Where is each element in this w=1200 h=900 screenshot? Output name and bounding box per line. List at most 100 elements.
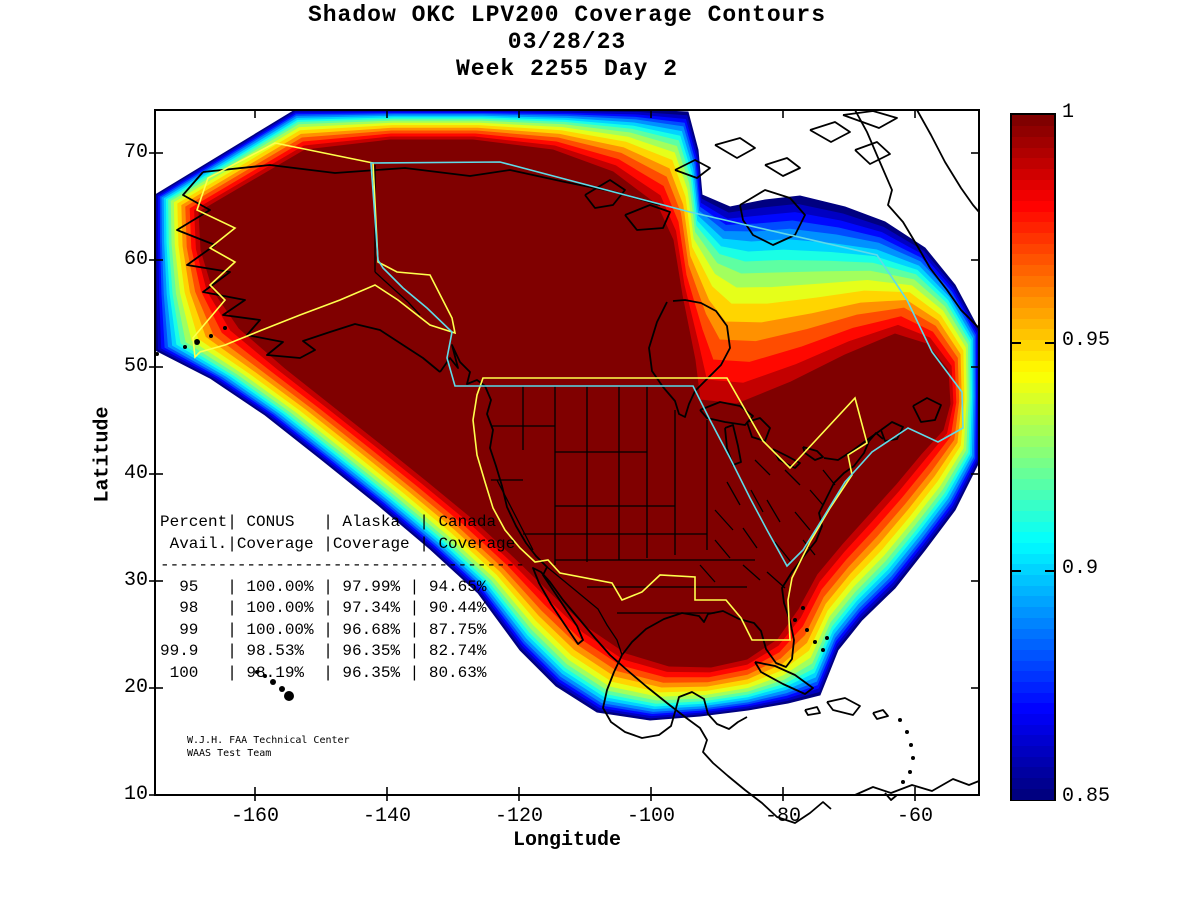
colorbar-segment	[1012, 649, 1054, 661]
colorbar-segment	[1012, 136, 1054, 148]
colorbar-segment	[1012, 371, 1054, 383]
x-tick-label: -140	[362, 805, 411, 828]
colorbar-segment	[1012, 446, 1054, 458]
colorbar-segment	[1012, 328, 1054, 340]
credit-line-1: W.J.H. FAA Technical Center	[187, 735, 350, 746]
x-tick-label: -120	[494, 805, 543, 828]
colorbar-segment	[1012, 745, 1054, 757]
colorbar-segment	[1012, 350, 1054, 362]
table-line: 99.9 | 98.53% | 96.35% | 82.74%	[160, 642, 487, 660]
y-axis-label: Latitude	[91, 406, 115, 503]
colorbar-segment	[1012, 457, 1054, 469]
colorbar-segment	[1012, 734, 1054, 747]
colorbar-segment	[1012, 424, 1054, 437]
colorbar-segment	[1012, 574, 1054, 586]
colorbar-segment	[1012, 606, 1054, 618]
colorbar-segment	[1012, 125, 1054, 137]
colorbar-tick-label: 1	[1062, 101, 1075, 124]
table-line: 99 | 100.00% | 96.68% | 87.75%	[160, 620, 487, 639]
conus-alaska-outline	[192, 142, 868, 641]
table-line: 100 | 98.19% | 96.35% | 80.63%	[160, 663, 487, 682]
colorbar-segment	[1012, 211, 1054, 223]
island-dots	[155, 326, 915, 784]
colorbar-segment	[1012, 147, 1054, 159]
y-tick-label: 30	[123, 569, 148, 592]
colorbar-segment	[1012, 179, 1054, 191]
colorbar-segment	[1012, 253, 1054, 266]
colorbar-segment	[1012, 403, 1054, 415]
colorbar-segment	[1012, 724, 1054, 736]
y-tick-label: 40	[123, 462, 148, 485]
canada-outline	[370, 161, 964, 568]
y-tick-label: 10	[123, 783, 148, 806]
colorbar-segment	[1012, 200, 1054, 212]
colorbar-segment	[1012, 638, 1054, 650]
colorbar-segment	[1012, 275, 1054, 287]
colorbar-segment	[1012, 510, 1054, 522]
table-line: 95 | 100.00% | 97.99% | 94.65%	[160, 577, 487, 596]
colorbar-segment	[1012, 670, 1054, 682]
colorbar-tick	[1045, 342, 1054, 344]
colorbar-segment	[1012, 189, 1054, 201]
colorbar-tick	[1045, 570, 1054, 572]
colorbar-segment	[1012, 766, 1054, 779]
x-tick-label: -100	[626, 805, 675, 828]
table-line: Percent| CONUS | Alaska | Canada	[160, 513, 497, 531]
colorbar-segment	[1012, 521, 1054, 533]
table-separator: --------------------------------------	[160, 556, 525, 574]
colorbar-segment	[1012, 713, 1054, 725]
colorbar-segment	[1012, 777, 1054, 789]
figure-title: Shadow OKC LPV200 Coverage Contours	[307, 2, 827, 28]
credit-line-2: WAAS Test Team	[187, 748, 272, 759]
colorbar-segment	[1012, 563, 1054, 576]
figure-date: 03/28/23	[507, 29, 627, 55]
colorbar-segment	[1012, 232, 1054, 244]
colorbar-segment	[1012, 318, 1054, 330]
colorbar-segment	[1012, 478, 1054, 490]
colorbar	[1010, 113, 1056, 801]
colorbar-segment	[1012, 264, 1054, 276]
table-line: 98 | 100.00% | 97.34% | 90.44%	[160, 599, 487, 617]
colorbar-tick	[1012, 342, 1021, 344]
colorbar-tick-label: 0.95	[1062, 329, 1111, 352]
colorbar-segment	[1012, 788, 1054, 800]
colorbar-segment	[1012, 585, 1054, 597]
colorbar-segment	[1012, 382, 1054, 394]
colorbar-segment	[1012, 296, 1054, 308]
colorbar-segment	[1012, 660, 1054, 672]
figure-title-block: Shadow OKC LPV200 Coverage Contours 03/2…	[0, 2, 1134, 83]
colorbar-segment	[1012, 414, 1054, 426]
x-tick-label: -60	[896, 805, 933, 828]
colorbar-segment	[1012, 702, 1054, 714]
plot-area	[149, 109, 980, 824]
colorbar-segment	[1012, 243, 1054, 255]
colorbar-tick-label: 0.9	[1062, 557, 1099, 580]
colorbar-tick-label: 0.85	[1062, 785, 1111, 808]
coverage-table: Percent| CONUS | Alaska | Canada Avail.|…	[160, 512, 525, 684]
colorbar-segment	[1012, 489, 1054, 501]
y-tick-label: 70	[123, 141, 148, 164]
figure-week-day: Week 2255 Day 2	[455, 56, 679, 82]
colorbar-segment	[1012, 628, 1054, 640]
table-line: Avail.|Coverage |Coverage | Coverage	[160, 534, 516, 553]
colorbar-segment	[1012, 499, 1054, 511]
y-tick-label: 60	[123, 248, 148, 271]
colorbar-segment	[1012, 307, 1054, 319]
x-axis-label: Longitude	[512, 829, 622, 852]
colorbar-segment	[1012, 115, 1054, 127]
contour-bands	[154, 109, 980, 721]
state-borders	[374, 165, 836, 656]
colorbar-segment	[1012, 531, 1054, 543]
y-tick-label: 20	[123, 676, 148, 699]
y-tick-label: 50	[123, 355, 148, 378]
colorbar-segment	[1012, 339, 1054, 351]
coastlines	[176, 109, 980, 824]
map-svg	[149, 109, 980, 824]
colorbar-segment	[1012, 692, 1054, 704]
colorbar-segment	[1012, 595, 1054, 608]
plot-border	[154, 109, 980, 796]
colorbar-segment	[1012, 617, 1054, 629]
colorbar-segment	[1012, 168, 1054, 180]
credit-text: W.J.H. FAA Technical Center WAAS Test Te…	[187, 734, 350, 760]
